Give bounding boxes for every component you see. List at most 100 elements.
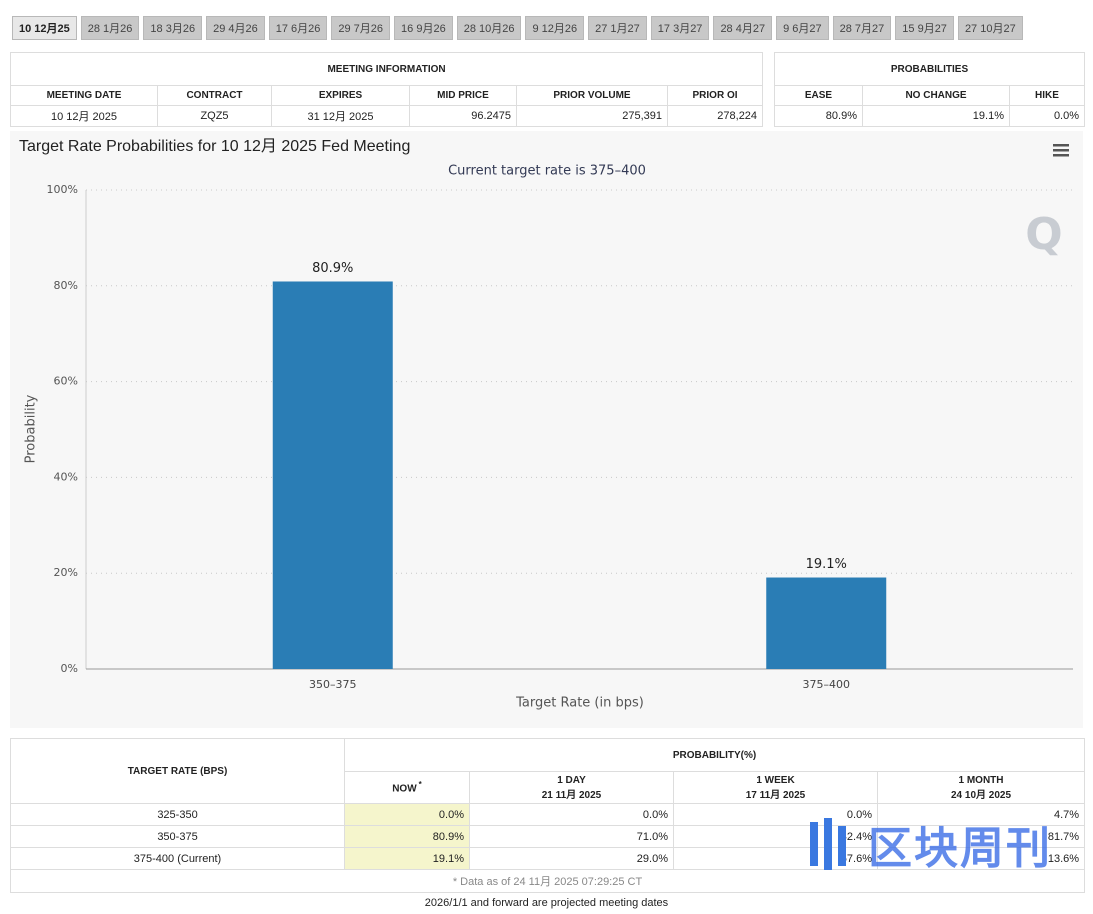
title-row: MEETING INFORMATION xyxy=(9,52,764,86)
chart: Target Rate Probabilities for 10 12月 202… xyxy=(10,131,1083,728)
y-tick-label: 20% xyxy=(54,566,78,579)
cell: 10 12月 2025 xyxy=(10,105,158,127)
y-axis-label: Probability xyxy=(24,394,39,463)
watermark: 区块周刊 xyxy=(868,824,1052,873)
meeting-tab[interactable]: 16 9月26 xyxy=(394,16,453,40)
column-header: MID PRICE xyxy=(409,85,517,106)
cell: 275,391 xyxy=(516,105,668,127)
note-row: * Data as of 24 11月 2025 07:29:25 CT xyxy=(9,869,1086,893)
meeting-tab[interactable]: 9 6月27 xyxy=(776,16,829,40)
title-row: PROBABILITIES xyxy=(773,52,1086,86)
column-header: 1 DAY 21 11月 2025 xyxy=(469,771,674,804)
column-header: NO CHANGE xyxy=(862,85,1010,106)
column-header: 1 MONTH 24 10月 2025 xyxy=(876,771,1086,804)
column-label: 1 WEEK xyxy=(756,774,795,786)
data-row: 10 12月 2025 ZQZ5 31 12月 2025 96.2475 275,391… xyxy=(10,105,764,127)
y-tick-label: 60% xyxy=(54,375,78,388)
column-label: NOW xyxy=(392,783,417,795)
prob-cell: 0.0% xyxy=(344,803,470,826)
column-date: 17 11月 2025 xyxy=(745,789,806,801)
column-header: EASE xyxy=(774,85,863,106)
bar xyxy=(766,577,887,669)
rate-cell: 375-400 (Current) xyxy=(10,847,345,870)
prob-cell: 71.0% xyxy=(469,825,674,848)
meeting-info-table: MEETING INFORMATION MEETING DATE CONTRACT E… xyxy=(9,52,764,127)
meeting-tab[interactable]: 28 4月27 xyxy=(713,16,773,40)
y-tick-label: 80% xyxy=(54,279,78,292)
table-title: MEETING INFORMATION xyxy=(9,52,764,86)
meeting-tab[interactable]: 9 12月26 xyxy=(525,16,585,40)
column-note: * xyxy=(418,780,422,790)
menu-icon[interactable] xyxy=(1053,144,1069,157)
probabilities-table: PROBABILITIES EASE NO CHANGE HIKE 80.9% 19.1%… xyxy=(773,52,1086,127)
y-tick-label: 0% xyxy=(61,662,78,675)
data-note: * Data as of 24 11月 2025 07:29:25 CT xyxy=(9,869,1086,893)
meeting-tab[interactable]: 28 1月26 xyxy=(80,16,140,40)
meeting-tab[interactable]: 29 7月26 xyxy=(331,16,391,40)
x-axis-label: Target Rate (in bps) xyxy=(515,696,644,711)
watermark-logo xyxy=(810,818,846,870)
header-row: EASE NO CHANGE HIKE xyxy=(774,85,1086,106)
meeting-tab[interactable]: 29 4月26 xyxy=(206,16,265,40)
chart-title: Target Rate Probabilities for 10 12月 202… xyxy=(19,138,410,155)
table-title: PROBABILITIES xyxy=(773,52,1086,86)
header-row: MEETING DATE CONTRACT EXPIRES MID PRICE PRIO… xyxy=(10,85,764,106)
data-row: 350-375 80.9% 71.0% 42.4% 81.7% xyxy=(10,825,1086,848)
bar xyxy=(272,281,393,669)
cell: ZQZ5 xyxy=(157,105,272,127)
group-header: PROBABILITY(%) xyxy=(343,738,1086,772)
column-header: NOW * xyxy=(344,771,470,804)
cell: 31 12月 2025 xyxy=(271,105,410,127)
cell: 0.0% xyxy=(1008,105,1086,127)
footer-note: 2026/1/1 and forward are projected meeti… xyxy=(424,897,669,909)
subheader-row: NOW * 1 DAY 21 11月 2025 1 WEEK 17 11月 2025 1 M… xyxy=(11,771,1086,804)
column-label: 1 MONTH xyxy=(958,774,1004,786)
meeting-tabs: 10 12月25 28 1月26 18 3月26 29 4月26 17 6月26 29 7… xyxy=(12,16,1023,40)
prob-cell: 81.7% xyxy=(876,825,1086,848)
chart-subtitle: Current target rate is 375–400 xyxy=(448,164,646,179)
meeting-tab[interactable]: 17 3月27 xyxy=(650,16,710,40)
prob-cell: 0.0% xyxy=(469,803,674,826)
data-row: 375-400 (Current) 19.1% 29.0% 57.6% 13.6% xyxy=(10,847,1086,870)
column-header: CONTRACT xyxy=(157,85,272,106)
column-header: 1 WEEK 17 11月 2025 xyxy=(673,771,878,804)
svg-text:Q: Q xyxy=(1025,209,1062,260)
x-tick-label: 350–375 xyxy=(309,678,357,691)
prob-cell: 19.1% xyxy=(344,847,470,870)
meeting-tab[interactable]: 15 9月27 xyxy=(895,16,954,40)
column-header: PRIOR OI xyxy=(666,85,764,106)
column-header: PRIOR VOLUME xyxy=(516,85,668,106)
cell: 19.1% xyxy=(862,105,1010,127)
logo: Q xyxy=(1025,209,1062,260)
data-row: 80.9% 19.1% 0.0% xyxy=(774,105,1086,127)
meeting-tab[interactable]: 27 1月27 xyxy=(588,16,647,40)
cell: 80.9% xyxy=(774,105,863,127)
cell: 278,224 xyxy=(666,105,764,127)
meeting-tab[interactable]: 10 12月25 xyxy=(12,16,77,40)
meeting-tab[interactable]: 18 3月26 xyxy=(143,16,203,40)
meeting-tab[interactable]: 28 7月27 xyxy=(832,16,892,40)
x-tick-label: 375–400 xyxy=(803,678,851,691)
column-header: EXPIRES xyxy=(271,85,410,106)
cell: 96.2475 xyxy=(409,105,517,127)
y-tick-label: 100% xyxy=(47,183,78,196)
column-label: 1 DAY xyxy=(557,774,586,786)
meeting-tab[interactable]: 28 10月26 xyxy=(456,16,522,40)
data-row: 325-350 0.0% 0.0% 0.0% 4.7% xyxy=(10,803,1086,826)
column-date: 21 11月 2025 xyxy=(541,789,602,801)
column-date: 24 10月 2025 xyxy=(950,789,1012,801)
group-row: TARGET RATE (BPS) PROBABILITY(%) xyxy=(10,738,1086,804)
meeting-tab[interactable]: 27 10月27 xyxy=(957,16,1023,40)
y-tick-label: 40% xyxy=(54,470,78,483)
probability-table: TARGET RATE (BPS) PROBABILITY(%) NOW * 1 DAY… xyxy=(9,738,1086,893)
value-label: 80.9% xyxy=(312,261,353,276)
rate-cell: 325-350 xyxy=(10,803,345,826)
value-label: 19.1% xyxy=(806,557,847,572)
meeting-tab[interactable]: 17 6月26 xyxy=(268,16,328,40)
rate-cell: 350-375 xyxy=(10,825,345,848)
row-header: TARGET RATE (BPS) xyxy=(10,738,345,804)
column-header: HIKE xyxy=(1008,85,1086,106)
column-header: MEETING DATE xyxy=(10,85,158,106)
prob-cell: 29.0% xyxy=(469,847,674,870)
